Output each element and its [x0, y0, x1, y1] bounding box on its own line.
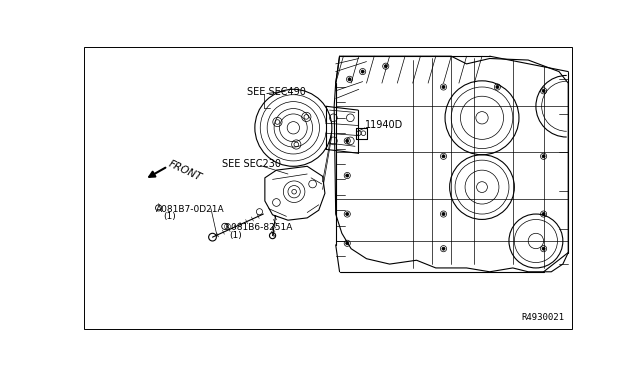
Circle shape [442, 212, 445, 216]
Circle shape [346, 212, 349, 216]
Circle shape [542, 89, 545, 92]
Circle shape [442, 86, 445, 89]
Text: (1): (1) [163, 212, 176, 221]
Text: ®081B6-8251A: ®081B6-8251A [223, 223, 293, 232]
Circle shape [442, 155, 445, 158]
Circle shape [442, 247, 445, 250]
Circle shape [496, 86, 499, 89]
Text: SEE SEC490: SEE SEC490 [247, 87, 306, 97]
Circle shape [346, 242, 349, 245]
Circle shape [384, 65, 387, 68]
Circle shape [348, 78, 351, 81]
Text: À081B7-0D21A: À081B7-0D21A [156, 205, 225, 214]
Circle shape [361, 70, 364, 73]
Text: FRONT: FRONT [166, 158, 203, 183]
Circle shape [346, 174, 349, 177]
Circle shape [542, 212, 545, 216]
Text: (1): (1) [230, 231, 242, 240]
Circle shape [346, 140, 349, 142]
Text: 11940D: 11940D [365, 120, 403, 130]
Text: R4930021: R4930021 [521, 312, 564, 322]
Text: SEE SEC230: SEE SEC230 [221, 158, 281, 169]
Circle shape [542, 247, 545, 250]
Circle shape [542, 155, 545, 158]
